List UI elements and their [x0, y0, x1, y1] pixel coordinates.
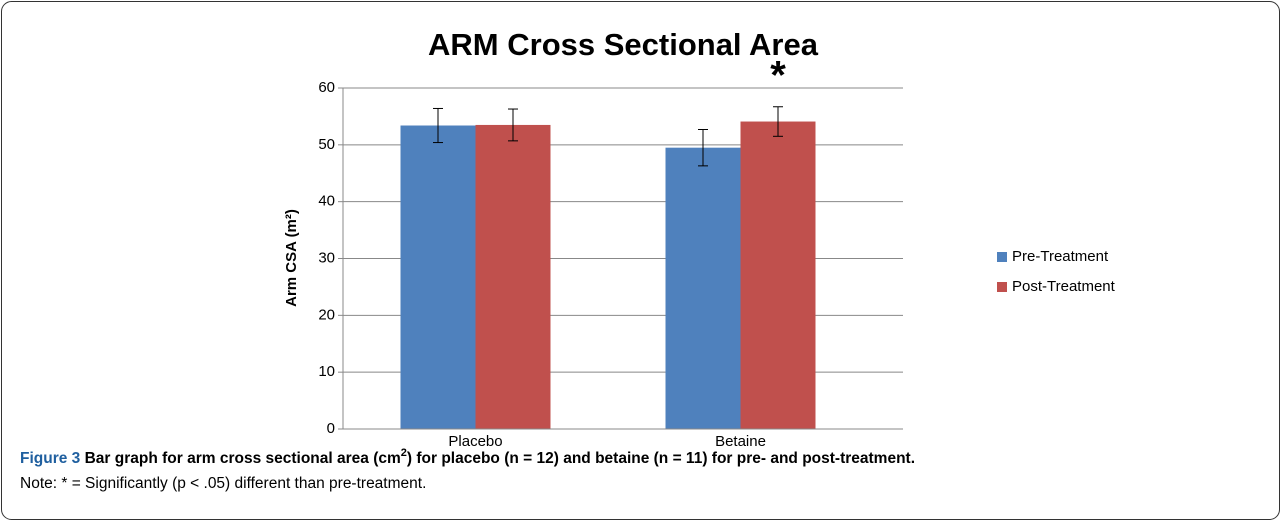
- bar: [740, 121, 816, 429]
- x-tick-label: Betaine: [715, 433, 766, 450]
- x-tick-label: Placebo: [448, 433, 502, 450]
- chart-title: ARM Cross Sectional Area: [428, 27, 819, 62]
- annotation: *: [770, 54, 786, 98]
- caption-text: Bar graph for arm cross sectional area (…: [80, 450, 400, 467]
- legend-label: Pre-Treatment: [1012, 248, 1109, 265]
- caption-note: Note: * = Significantly (p < .05) differ…: [20, 475, 426, 492]
- legend-swatch: [997, 252, 1007, 262]
- legend-label: Post-Treatment: [1012, 278, 1116, 295]
- y-tick-label: 20: [318, 306, 335, 323]
- bar: [400, 125, 476, 429]
- bar: [475, 124, 551, 430]
- y-tick-label: 30: [318, 249, 335, 266]
- caption-superscript: 2: [401, 447, 407, 459]
- y-tick-label: 40: [318, 193, 335, 210]
- legend-swatch: [997, 282, 1007, 292]
- y-axis-label: Arm CSA (m²): [283, 209, 300, 307]
- y-tick-label: 10: [318, 363, 335, 380]
- y-tick-label: 60: [318, 79, 335, 96]
- caption-text: ) for placebo (n = 12) and betaine (n = …: [407, 450, 915, 467]
- y-tick-label: 50: [318, 136, 335, 153]
- caption-label: Figure 3: [20, 450, 81, 467]
- bar: [665, 147, 741, 430]
- y-tick-label: 0: [327, 420, 335, 437]
- caption: Figure 3 Bar graph for arm cross section…: [20, 447, 915, 467]
